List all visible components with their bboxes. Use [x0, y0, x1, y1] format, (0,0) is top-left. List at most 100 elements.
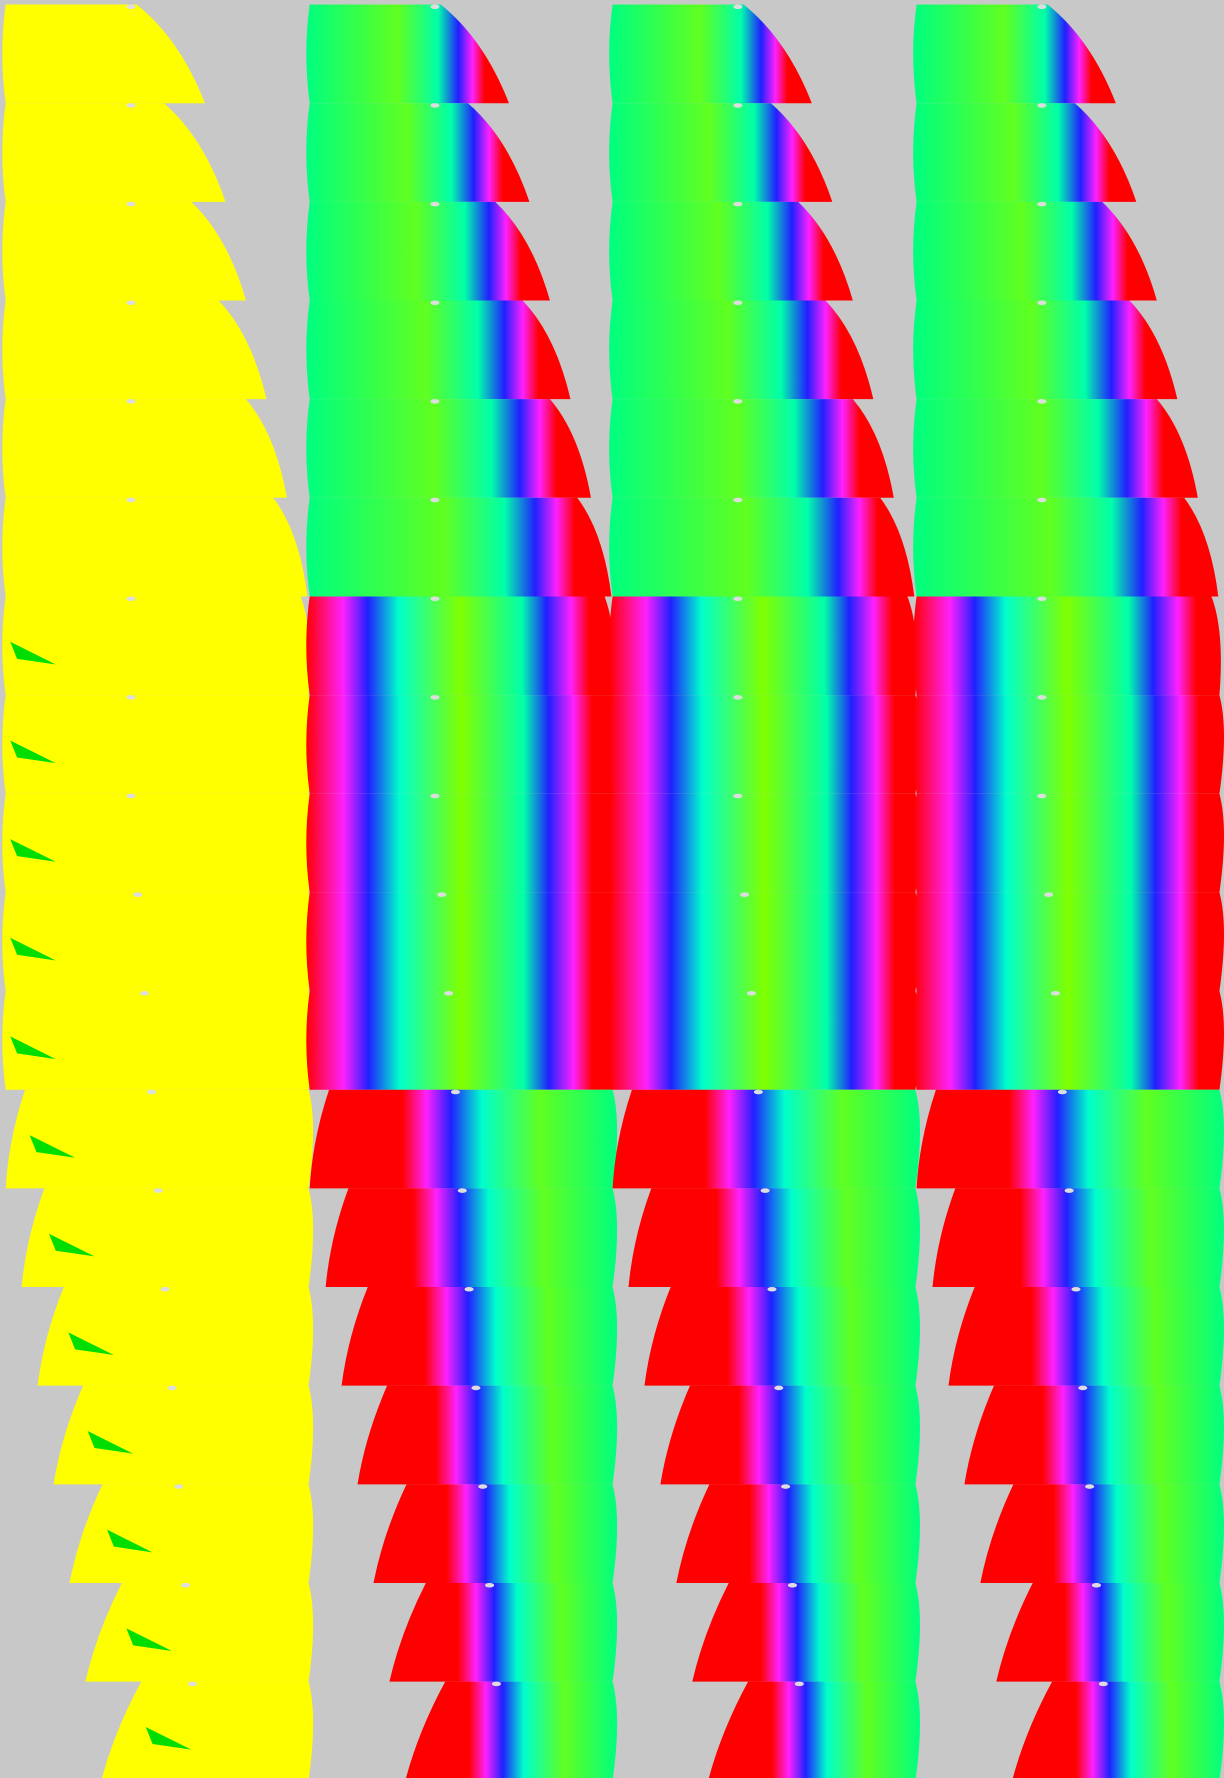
source-mark [1037, 399, 1046, 404]
field-tile [609, 991, 920, 1090]
source-mark [154, 1188, 163, 1193]
source-mark [1037, 498, 1046, 503]
source-mark [1037, 596, 1046, 601]
field-tile [306, 695, 617, 794]
field-tile [913, 300, 1177, 399]
source-mark [430, 695, 439, 700]
field-tile [913, 991, 1224, 1090]
source-mark [444, 991, 453, 996]
source-mark [1044, 892, 1053, 897]
source-mark [733, 498, 742, 503]
field-tile [306, 596, 614, 695]
source-mark [733, 202, 742, 207]
field-tile [306, 892, 617, 991]
source-mark [161, 1287, 170, 1292]
source-mark [133, 892, 142, 897]
source-mark [126, 794, 135, 799]
field-tile [2, 596, 310, 695]
field-tile [6, 1090, 313, 1189]
field-tile [676, 1484, 920, 1583]
field-tile [358, 1386, 618, 1485]
source-mark [1037, 103, 1046, 108]
field-tile [692, 1583, 920, 1682]
source-mark [485, 1583, 494, 1588]
field-tile [2, 794, 313, 893]
source-mark [471, 1386, 480, 1391]
source-mark [188, 1682, 197, 1687]
field-tile [69, 1484, 313, 1583]
source-mark [147, 1090, 156, 1095]
field-tile [948, 1287, 1224, 1386]
source-mark [451, 1090, 460, 1095]
source-mark [126, 498, 135, 503]
field-tile [933, 1188, 1224, 1287]
source-mark [126, 300, 135, 305]
field-tile [310, 1090, 617, 1189]
source-mark [1037, 695, 1046, 700]
field-tile [342, 1287, 618, 1386]
field-tile [613, 1090, 920, 1189]
field-tile [2, 991, 313, 1090]
source-mark [781, 1484, 790, 1489]
source-mark [478, 1484, 487, 1489]
source-mark [126, 5, 135, 10]
field-tile [2, 892, 313, 991]
source-mark [733, 399, 742, 404]
field-tile [913, 498, 1218, 597]
field-tile [306, 498, 611, 597]
field-tile [38, 1287, 314, 1386]
source-mark [430, 202, 439, 207]
field-tile [2, 498, 307, 597]
source-mark [174, 1484, 183, 1489]
field-tile [2, 695, 313, 794]
source-mark [1037, 300, 1046, 305]
source-mark [126, 596, 135, 601]
field-tile [609, 399, 894, 498]
field-tile [326, 1188, 617, 1287]
source-mark [1058, 1090, 1067, 1095]
source-mark [126, 103, 135, 108]
source-mark [126, 399, 135, 404]
field-tile [644, 1287, 920, 1386]
source-mark [1099, 1682, 1108, 1687]
field-tile [85, 1583, 313, 1682]
field-tile [22, 1188, 313, 1287]
source-mark [733, 695, 742, 700]
field-tile [913, 399, 1198, 498]
source-mark [788, 1583, 797, 1588]
source-mark [1092, 1583, 1101, 1588]
source-mark [465, 1287, 474, 1292]
source-mark [767, 1287, 776, 1292]
field-tile [913, 596, 1221, 695]
field-tile [660, 1386, 920, 1485]
source-mark [181, 1583, 190, 1588]
source-mark [733, 794, 742, 799]
source-mark [167, 1386, 176, 1391]
source-mark [430, 596, 439, 601]
source-mark [740, 892, 749, 897]
field-tile [917, 1090, 1224, 1189]
source-mark [754, 1090, 763, 1095]
source-mark [430, 103, 439, 108]
field-tile [609, 794, 920, 893]
field-tile [609, 695, 920, 794]
field-tile [609, 300, 873, 399]
field-tile [2, 399, 287, 498]
field-tile [306, 991, 617, 1090]
source-mark [430, 794, 439, 799]
field-tile [964, 1386, 1224, 1485]
field-tile [306, 300, 570, 399]
field-tile [609, 596, 917, 695]
source-mark [733, 103, 742, 108]
source-mark [458, 1188, 467, 1193]
tile-grid [0, 0, 1224, 1778]
field-tile [389, 1583, 617, 1682]
source-mark [1071, 1287, 1080, 1292]
source-mark [1085, 1484, 1094, 1489]
source-mark [1037, 202, 1046, 207]
field-tile [980, 1484, 1224, 1583]
source-mark [795, 1682, 804, 1687]
source-mark [1037, 5, 1046, 10]
source-mark [126, 202, 135, 207]
field-tile [913, 695, 1224, 794]
